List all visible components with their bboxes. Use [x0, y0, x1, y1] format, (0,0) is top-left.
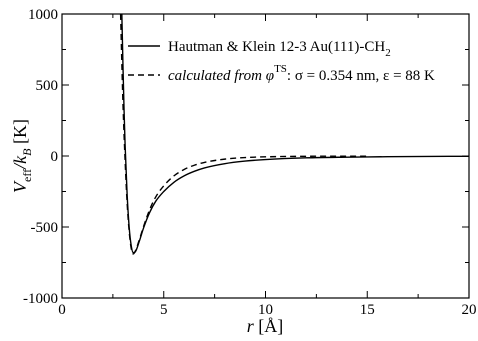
- y-tick-label: -1000: [23, 291, 58, 307]
- x-tick-label: 20: [462, 302, 477, 318]
- x-tick-label: 15: [360, 302, 375, 318]
- y-tick-label: 1000: [28, 7, 58, 23]
- x-tick-label: 0: [58, 302, 66, 318]
- y-tick-label: 500: [36, 78, 59, 94]
- y-tick-label: -500: [31, 220, 59, 236]
- tick-labels: 0 5 10 15 20 -1000 -500 0 500 1000: [23, 7, 477, 318]
- series-line-calculated: [119, 14, 368, 255]
- y-axis-title: Veff/kB [K]: [10, 119, 34, 193]
- legend-label-calculated: calculated from φTS: σ = 0.354 nm, ε = 8…: [168, 63, 435, 84]
- series-layer: [119, 14, 469, 255]
- legend: Hautman & Klein 12-3 Au(111)-CH2 calcula…: [128, 39, 435, 84]
- x-tick-label: 10: [258, 302, 273, 318]
- x-axis-title: r [Å]: [247, 316, 284, 336]
- legend-label-hautman-klein: Hautman & Klein 12-3 Au(111)-CH2: [168, 39, 391, 59]
- y-tick-label: 0: [51, 149, 59, 165]
- x-tick-label: 5: [160, 302, 168, 318]
